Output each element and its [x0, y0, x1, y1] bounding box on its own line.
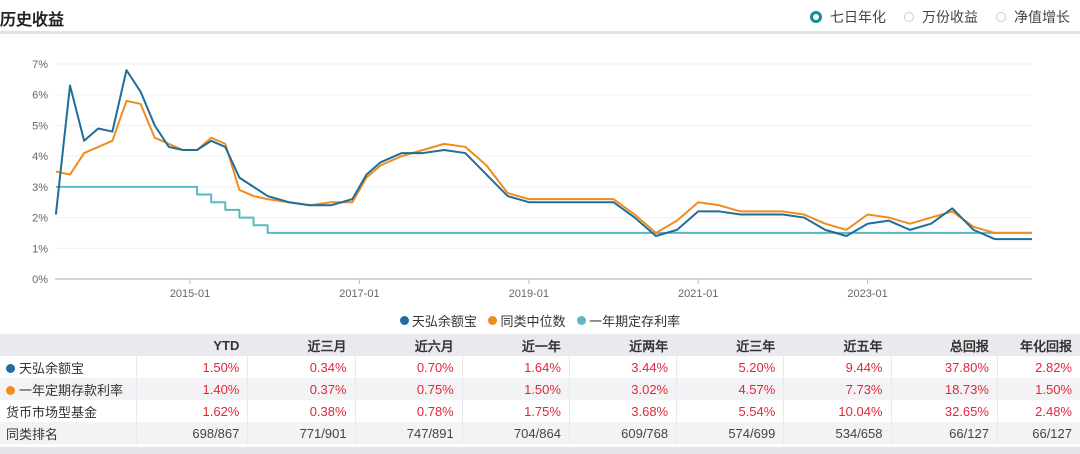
table-row: 天弘余额宝 1.50% 0.34% 0.70% 1.64% 3.44% 5.20% 9.44%… — [0, 356, 1080, 378]
y-tick-label: 0% — [32, 274, 48, 286]
column-header: 近一年 — [462, 334, 570, 356]
legend-dot-icon — [399, 316, 409, 325]
rank-value: 704/864 — [462, 422, 570, 444]
radio-per-10k-income[interactable]: 万份收益 — [904, 7, 978, 27]
return-value: 1.50% — [462, 378, 570, 400]
return-value: 1.50% — [136, 356, 249, 378]
return-value: 2.82% — [1035, 359, 1072, 375]
section-title: 历史收益 — [0, 12, 65, 29]
returns-table: YTD 近三月 近六月 近一年 近两年 近三年 近五年 总回报 年化回报 天弘余额宝 1.50% 0… — [0, 334, 1080, 444]
footer-bar — [0, 447, 1080, 454]
rank-value: 698/867 — [136, 422, 249, 444]
return-value: 0.38% — [247, 400, 356, 422]
x-tick-label: 2015-01 — [170, 288, 210, 300]
return-value: 18.73% — [891, 378, 998, 400]
return-value: 3.68% — [569, 400, 678, 422]
y-axis: 0% 1% 2% 3% 4% 5% 6% 7% — [32, 59, 48, 286]
series-dot-icon — [6, 385, 15, 395]
y-tick-label: 3% — [32, 182, 48, 194]
return-value: 1.40% — [136, 378, 249, 400]
return-value: 9.44% — [783, 356, 892, 378]
return-value: 7.73% — [783, 378, 892, 400]
radio-selected-icon — [810, 11, 822, 23]
return-value: 0.37% — [247, 378, 356, 400]
column-header: 总回报 — [891, 334, 998, 356]
table-row: 货币市场型基金 1.62% 0.38% 0.78% 1.75% 3.68% 5.54% 10.… — [0, 400, 1080, 422]
rank-value: 534/658 — [783, 422, 892, 444]
row-label: 一年定期存款利率 — [0, 378, 138, 400]
return-value: 0.75% — [355, 378, 463, 400]
return-value: 1.62% — [136, 400, 249, 422]
rank-value: 771/901 — [247, 422, 356, 444]
radio-unselected-icon — [904, 12, 914, 22]
return-value: 0.78% — [355, 400, 463, 422]
column-header: YTD — [136, 334, 249, 356]
rank-value: 574/699 — [676, 422, 785, 444]
column-header: 近五年 — [783, 334, 892, 356]
deposit-rate-line — [55, 185, 1032, 234]
column-header-name — [0, 334, 138, 356]
row-label: 同类排名 — [0, 422, 138, 444]
column-header: 近六月 — [355, 334, 463, 356]
section-header: 历史收益 七日年化 万份收益 净值增长 — [0, 0, 1080, 34]
return-value: 10.04% — [783, 400, 892, 422]
column-header: 近两年 — [569, 334, 678, 356]
return-value: 3.44% — [569, 356, 678, 378]
fund-line — [54, 69, 1032, 241]
table-row: 同类排名 698/867 771/901 747/891 704/864 609/768 5… — [0, 422, 1080, 444]
column-header: 近三月 — [247, 334, 356, 356]
y-tick-label: 7% — [32, 59, 48, 71]
radio-label: 七日年化 — [830, 9, 886, 25]
column-header: 近三年 — [676, 334, 785, 356]
radio-nav-growth[interactable]: 净值增长 — [996, 7, 1070, 27]
radio-seven-day-yield[interactable]: 七日年化 — [810, 7, 886, 27]
yield-line-chart[interactable]: 0%1%2%3%4%5%6%7% 2015-01 2017-01 2019-01 20… — [0, 40, 1080, 330]
rank-value: 66/127 — [1032, 425, 1072, 441]
chart-legend: 天弘余额宝 同类中位数 一年期定存利率 — [0, 311, 1080, 330]
radio-label: 万份收益 — [922, 9, 978, 25]
radio-label: 净值增长 — [1014, 9, 1070, 25]
legend-item-median[interactable]: 同类中位数 — [488, 311, 566, 330]
return-value: 1.75% — [462, 400, 570, 422]
y-tick-label: 2% — [32, 213, 48, 225]
legend-dot-icon — [577, 316, 587, 325]
x-tick-label: 2017-01 — [339, 288, 379, 300]
return-value: 5.54% — [676, 400, 785, 422]
metric-radio-group: 七日年化 万份收益 净值增长 — [792, 7, 1070, 27]
x-axis: 2015-01 2017-01 2019-01 2021-01 2023-01 — [170, 279, 888, 300]
return-value: 0.34% — [247, 356, 356, 378]
return-value: 1.64% — [462, 356, 570, 378]
row-label: 天弘余额宝 — [0, 356, 138, 378]
radio-unselected-icon — [996, 12, 1006, 22]
x-tick-label: 2019-01 — [509, 288, 549, 300]
chart-grid — [55, 63, 1032, 280]
rank-value: 609/768 — [569, 422, 678, 444]
legend-item-deposit[interactable]: 一年期定存利率 — [577, 311, 680, 330]
column-header: 年化回报 — [1019, 338, 1072, 354]
row-label: 货币市场型基金 — [0, 400, 138, 422]
table-header-row: YTD 近三月 近六月 近一年 近两年 近三年 近五年 总回报 年化回报 — [0, 334, 1080, 356]
series-dot-icon — [6, 363, 15, 373]
chart-series — [54, 69, 1032, 241]
median-line — [55, 99, 1032, 234]
y-tick-label: 4% — [32, 151, 48, 163]
return-value: 5.20% — [676, 356, 785, 378]
return-value: 4.57% — [676, 378, 785, 400]
return-value: 37.80% — [891, 356, 998, 378]
y-tick-label: 1% — [32, 243, 48, 255]
return-value: 1.50% — [1035, 381, 1072, 397]
x-tick-label: 2021-01 — [678, 288, 718, 300]
return-value: 3.02% — [569, 378, 678, 400]
legend-dot-icon — [488, 316, 498, 325]
rank-value: 747/891 — [355, 422, 463, 444]
return-value: 32.65% — [891, 400, 998, 422]
y-tick-label: 6% — [32, 90, 48, 102]
return-value: 2.48% — [1035, 403, 1072, 419]
rank-value: 66/127 — [891, 422, 998, 444]
legend-item-fund[interactable]: 天弘余额宝 — [399, 311, 477, 330]
return-value: 0.70% — [355, 356, 463, 378]
table-row: 一年定期存款利率 1.40% 0.37% 0.75% 1.50% 3.02% 4.57% 7.… — [0, 378, 1080, 400]
y-tick-label: 5% — [32, 120, 48, 132]
x-tick-label: 2023-01 — [847, 288, 887, 300]
